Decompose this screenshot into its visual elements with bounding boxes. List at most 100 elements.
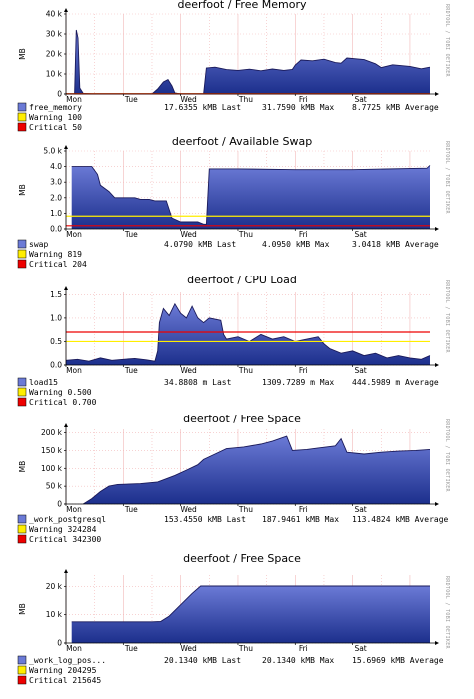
x-tick-label-mon: Mon	[66, 644, 82, 653]
legend-swatch-warning	[17, 112, 27, 122]
x-tick-label-thu: Thu	[238, 644, 253, 653]
x-tick-label-tue: Tue	[124, 644, 138, 653]
chart-title: deerfoot / Free Space	[183, 552, 301, 565]
series-area-work-log-pos	[71, 586, 430, 643]
x-axis-arrow	[435, 363, 439, 367]
legend-swatch-series	[17, 102, 27, 112]
legend-max-value: 4.0950 kMB Max	[262, 240, 330, 249]
legend-critical: Critical 342300	[29, 535, 101, 544]
chart-cpu-load: deerfoot / CPU Load RRDTOOL / TOBI OETIKE…	[0, 276, 474, 415]
y-tick-label: 150 k	[41, 446, 63, 455]
y-tick-label: 20 k	[46, 50, 63, 59]
y-tick-label: 0.5	[50, 337, 62, 346]
chart-free-space-postgresql: deerfoot / Free Space RRDTOOL / TOBI OETI…	[0, 415, 474, 552]
x-tick-label-tue: Tue	[124, 366, 138, 375]
legend-swatch-critical	[17, 675, 27, 685]
legend-max-value: 31.7590 kMB Max	[262, 103, 334, 112]
legend-max-value: 1309.7289 m Max	[262, 378, 334, 387]
y-axis-arrow	[64, 569, 68, 573]
legend-swatch-series	[17, 514, 27, 524]
x-tick-label-fri: Fri	[299, 366, 308, 375]
x-tick-label-sat: Sat	[354, 644, 366, 653]
y-axis-arrow	[64, 286, 68, 290]
chart-title: deerfoot / Free Memory	[178, 0, 307, 11]
y-tick-label: 0.0	[50, 225, 62, 234]
x-tick-label-wed: Wed	[180, 366, 197, 375]
legend-warning: Warning 204295	[29, 666, 97, 675]
y-tick-label: 4.0	[50, 162, 62, 171]
legend-swatch-series	[17, 377, 27, 387]
legend-swatch-warning	[17, 387, 27, 397]
legend-max-value: 20.1340 kMB Max	[262, 656, 334, 665]
chart-title: deerfoot / Available Swap	[172, 137, 312, 148]
x-tick-label-thu: Thu	[238, 95, 253, 104]
y-tick-label: 2.0	[50, 193, 62, 202]
watermark-text: RRDTOOL / TOBI OETIKER	[444, 576, 450, 650]
series-line-swap	[71, 165, 431, 225]
x-tick-label-fri: Fri	[299, 95, 308, 104]
x-tick-label-fri: Fri	[299, 644, 308, 653]
y-tick-label: 5.0 k	[43, 147, 62, 156]
chart-available-swap: deerfoot / Available Swap RRDTOOL / TOBI …	[0, 137, 474, 276]
y-tick-label: 1.0	[50, 209, 62, 218]
y-tick-label: 10 k	[46, 70, 63, 79]
watermark-text: RRDTOOL / TOBI OETIKER	[444, 141, 450, 215]
x-tick-label-tue: Tue	[124, 505, 138, 514]
legend-average-value: 444.5989 m Average	[352, 378, 439, 387]
legend-max-value: 187.9461 kMB Max	[262, 515, 339, 524]
chart-title: deerfoot / Free Space	[183, 415, 301, 425]
y-tick-label: 50 k	[46, 482, 63, 491]
series-line-load15	[65, 302, 431, 362]
y-tick-label: 0	[57, 90, 62, 99]
x-tick-label-mon: Mon	[66, 230, 82, 239]
series-area-swap	[71, 165, 430, 229]
x-tick-label-sat: Sat	[354, 366, 366, 375]
x-tick-label-wed: Wed	[180, 644, 197, 653]
x-tick-label-mon: Mon	[66, 95, 82, 104]
y-tick-label: 10 k	[46, 610, 63, 619]
x-tick-label-fri: Fri	[299, 230, 308, 239]
series-line-work-postgresql	[82, 435, 431, 505]
x-axis-arrow	[435, 227, 439, 231]
legend-last-value: 17.6355 kMB Last	[164, 103, 241, 112]
y-axis-arrow	[64, 8, 68, 12]
x-axis-arrow	[435, 641, 439, 645]
x-axis-arrow	[435, 502, 439, 506]
legend-series-name: _work_log_pos...	[29, 656, 106, 665]
y-axis-arrow	[64, 423, 68, 427]
legend-critical: Critical 204	[29, 260, 87, 269]
legend-series-name: free_memory	[29, 103, 82, 112]
legend-last-value: 20.1340 kMB Last	[164, 656, 241, 665]
legend-swatch-critical	[17, 259, 27, 269]
x-tick-label-tue: Tue	[124, 230, 138, 239]
x-tick-label-wed: Wed	[180, 95, 197, 104]
x-tick-label-thu: Thu	[238, 366, 253, 375]
legend-warning: Warning 324284	[29, 525, 97, 534]
y-tick-label: 1.0	[50, 313, 62, 322]
legend-warning: Warning 100	[29, 113, 82, 122]
legend-critical: Critical 0.700	[29, 398, 97, 407]
y-axis-label: MB	[18, 184, 27, 196]
chart-free-space-log: deerfoot / Free Space RRDTOOL / TOBI OETI…	[0, 552, 474, 699]
y-tick-label: 20 k	[46, 582, 63, 591]
legend-swatch-warning	[17, 249, 27, 259]
x-tick-label-fri: Fri	[299, 505, 308, 514]
legend-critical: Critical 215645	[29, 676, 101, 685]
legend-swatch-critical	[17, 397, 27, 407]
y-tick-label: 0	[57, 639, 62, 648]
watermark-text: RRDTOOL / TOBI OETIKER	[444, 4, 450, 78]
legend-warning: Warning 819	[29, 250, 82, 259]
legend-last-value: 34.8808 m Last	[164, 378, 232, 387]
legend-series-name: load15	[29, 378, 58, 387]
legend-average-value: 3.0418 kMB Average	[352, 240, 439, 249]
chart-available-swap-svg: deerfoot / Available Swap RRDTOOL / TOBI …	[17, 137, 450, 269]
legend-last-value: 153.4550 kMB Last	[164, 515, 246, 524]
legend-swatch-critical	[17, 534, 27, 544]
y-tick-label: 3.0	[50, 178, 62, 187]
legend-last-value: 4.0790 kMB Last	[164, 240, 236, 249]
x-tick-label-sat: Sat	[354, 505, 366, 514]
y-axis-label: MB	[18, 461, 27, 473]
legend-swatch-critical	[17, 122, 27, 132]
y-tick-label: 0.0	[50, 361, 62, 370]
x-tick-label-thu: Thu	[238, 230, 253, 239]
